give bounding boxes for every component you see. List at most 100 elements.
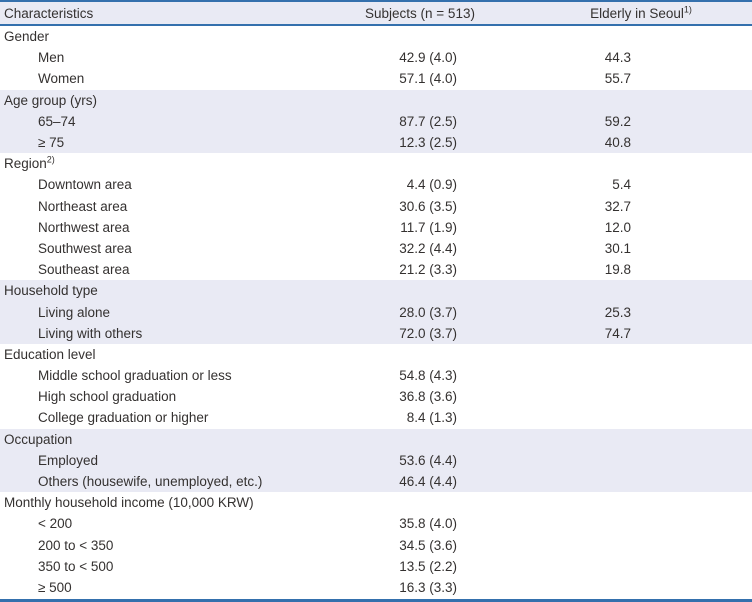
column-header-characteristics: Characteristics — [4, 5, 94, 21]
table-header-row: Characteristics Subjects (n = 513) Elder… — [0, 2, 752, 26]
subjects-value: 42.9 (4.0) — [399, 50, 457, 66]
subjects-value: 54.8 (4.3) — [399, 368, 457, 384]
table-row: College graduation or higher 8.4 (1.3) — [0, 407, 752, 428]
section-header-row: Monthly household income (10,000 KRW) — [0, 492, 752, 513]
section-label: Education level — [0, 347, 310, 362]
subjects-value: 36.8 (3.6) — [399, 389, 457, 405]
seoul-value: 55.7 — [604, 71, 631, 87]
row-label: < 200 — [38, 516, 73, 532]
row-label: Men — [38, 50, 65, 66]
table-section: Education level Middle school graduation … — [0, 344, 752, 429]
seoul-value: 32.7 — [604, 198, 631, 214]
row-label: Living with others — [38, 325, 143, 341]
table-row: < 200 35.8 (4.0) — [0, 513, 752, 534]
row-label: Women — [38, 71, 85, 87]
section-label: Household type — [0, 283, 310, 298]
table-row: Others (housewife, unemployed, etc.) 46.4… — [0, 471, 752, 492]
section-label-text: Household type — [4, 283, 98, 299]
section-label-text: Education level — [4, 346, 96, 362]
seoul-value: 59.2 — [604, 113, 631, 129]
section-label-text: Monthly household income (10,000 KRW) — [4, 495, 254, 511]
row-label: 350 to < 500 — [38, 558, 114, 574]
row-label: Southeast area — [38, 262, 130, 278]
subjects-value: 53.6 (4.4) — [399, 452, 457, 468]
table-row: Northwest area 11.7 (1.9) 12.0 — [0, 217, 752, 238]
section-label-text: Region — [4, 156, 47, 172]
section-label-text: Gender — [4, 29, 50, 45]
table-row: Men 42.9 (4.0) 44.3 — [0, 47, 752, 68]
table-row: Women 57.1 (4.0) 55.7 — [0, 68, 752, 89]
table-row: 350 to < 500 13.5 (2.2) — [0, 556, 752, 577]
subjects-value: 87.7 (2.5) — [399, 113, 457, 129]
section-label: Age group (yrs) — [0, 93, 310, 108]
row-label: Downtown area — [38, 177, 132, 193]
table-row: High school graduation 36.8 (3.6) — [0, 386, 752, 407]
seoul-value: 40.8 — [604, 135, 631, 151]
section-header-row: Gender — [0, 26, 752, 47]
section-header-row: Age group (yrs) — [0, 90, 752, 111]
row-label: Middle school graduation or less — [38, 368, 232, 384]
table-row: Living alone 28.0 (3.7) 25.3 — [0, 301, 752, 322]
row-label: 200 to < 350 — [38, 537, 114, 553]
seoul-value: 30.1 — [604, 240, 631, 256]
seoul-value: 5.4 — [612, 177, 631, 193]
subjects-value: 12.3 (2.5) — [399, 135, 457, 151]
row-label: Employed — [38, 452, 99, 468]
seoul-value: 44.3 — [604, 50, 631, 66]
table-row: Northeast area 30.6 (3.5) 32.7 — [0, 196, 752, 217]
subjects-value: 46.4 (4.4) — [399, 474, 457, 490]
subjects-value: 8.4 (1.3) — [406, 410, 457, 426]
row-label: Others (housewife, unemployed, etc.) — [38, 474, 263, 490]
footnote-marker-1: 1) — [683, 4, 692, 14]
seoul-value: 74.7 — [604, 325, 631, 341]
subjects-value: 4.4 (0.9) — [406, 177, 457, 193]
table-row: 200 to < 350 34.5 (3.6) — [0, 535, 752, 556]
subjects-value: 11.7 (1.9) — [400, 219, 457, 235]
subjects-value: 32.2 (4.4) — [399, 240, 457, 256]
column-header-elderly-in-seoul-text: Elderly in Seoul — [590, 5, 684, 21]
subjects-value: 28.0 (3.7) — [399, 304, 457, 320]
subjects-value: 16.3 (3.3) — [399, 579, 457, 595]
table-body: Gender Men 42.9 (4.0) 44.3 Women 57.1 (4.0) 55… — [0, 26, 752, 598]
table-row: Living with others 72.0 (3.7) 74.7 — [0, 323, 752, 344]
subjects-value: 57.1 (4.0) — [399, 71, 457, 87]
section-label: Monthly household income (10,000 KRW) — [0, 495, 310, 510]
subjects-value: 35.8 (4.0) — [399, 516, 457, 532]
row-label: 65–74 — [38, 113, 76, 129]
section-label-text: Occupation — [4, 431, 73, 447]
section-header-row: Household type — [0, 280, 752, 301]
table-row: 65–74 87.7 (2.5) 59.2 — [0, 111, 752, 132]
row-label: Northeast area — [38, 198, 128, 214]
table-row: Southeast area 21.2 (3.3) 19.8 — [0, 259, 752, 280]
section-header-row: Education level — [0, 344, 752, 365]
section-header-row: Region2) — [0, 153, 752, 174]
row-label: ≥ 500 — [38, 579, 72, 595]
subjects-value: 34.5 (3.6) — [399, 537, 457, 553]
table-section: Household type Living alone 28.0 (3.7) 25.3… — [0, 280, 752, 344]
table-row: Middle school graduation or less 54.8 (4.… — [0, 365, 752, 386]
section-label: Occupation — [0, 432, 310, 447]
seoul-value: 25.3 — [604, 304, 631, 320]
seoul-value: 19.8 — [604, 262, 631, 278]
table-section: Occupation Employed 53.6 (4.4) Others (hous… — [0, 428, 752, 493]
table-section: Region2) Downtown area 4.4 (0.9) 5.4 Northea… — [0, 153, 752, 280]
subjects-value: 13.5 (2.2) — [399, 558, 457, 574]
table-row: Southwest area 32.2 (4.4) 30.1 — [0, 238, 752, 259]
table-row: ≥ 500 16.3 (3.3) — [0, 577, 752, 598]
table-section: Age group (yrs) 65–74 87.7 (2.5) 59.2 ≥ 75 12… — [0, 89, 752, 154]
column-header-subjects: Subjects (n = 513) — [365, 5, 475, 21]
footnote-marker-2: 2) — [46, 156, 55, 165]
row-label: College graduation or higher — [38, 410, 209, 426]
subjects-value: 72.0 (3.7) — [399, 325, 457, 341]
row-label: High school graduation — [38, 389, 177, 405]
subjects-value: 21.2 (3.3) — [399, 262, 457, 278]
table-row: ≥ 75 12.3 (2.5) 40.8 — [0, 132, 752, 153]
table-row: Downtown area 4.4 (0.9) 5.4 — [0, 174, 752, 195]
table-section: Gender Men 42.9 (4.0) 44.3 Women 57.1 (4.0) 55… — [0, 26, 752, 90]
row-label: Living alone — [38, 304, 111, 320]
table-row: Employed 53.6 (4.4) — [0, 450, 752, 471]
seoul-value: 12.0 — [604, 219, 631, 235]
column-header-elderly-in-seoul: Elderly in Seoul1) — [530, 4, 752, 21]
subjects-value: 30.6 (3.5) — [399, 198, 457, 214]
